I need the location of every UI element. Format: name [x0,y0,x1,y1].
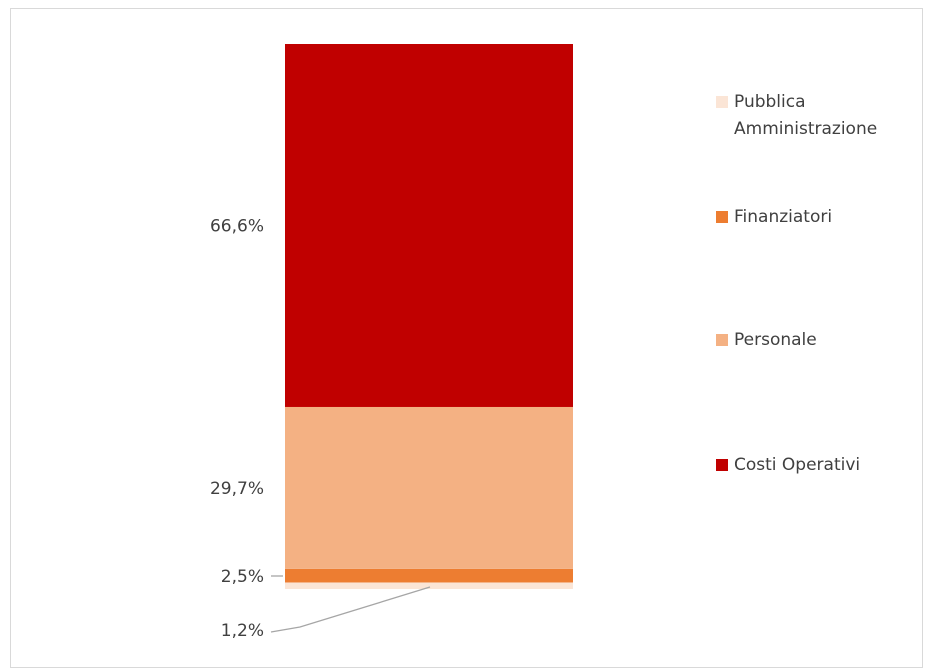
legend-label-pubblica-amministrazione: Pubblica [734,92,806,112]
legend-swatch-personale [716,334,728,346]
data-label-finanziatori: 2,5% [221,567,264,587]
bar-segment-personale [285,406,573,569]
bar-segment-pubblica-amministrazione [285,582,573,589]
data-label-personale: 29,7% [210,479,264,499]
legend-swatch-costi-operativi [716,459,728,471]
data-label-pubblica-amministrazione: 1,2% [221,621,264,641]
legend-label-costi-operativi: Costi Operativi [734,455,860,475]
legend-label-pubblica-amministrazione-line2: Amministrazione [734,119,877,139]
legend-label-finanziatori: Finanziatori [734,207,832,227]
bar-segment-costi-operativi [285,44,573,407]
bar-segment-finanziatori [285,568,573,583]
bar-segments [285,44,573,589]
data-labels: 1,2% 2,5% 29,7% 66,6% [210,216,264,641]
legend: Pubblica Amministrazione Finanziatori Perso… [716,92,877,475]
data-label-costi-operativi: 66,6% [210,216,264,236]
legend-label-personale: Personale [734,330,817,350]
legend-swatch-pubblica-amministrazione [716,96,728,108]
legend-swatch-finanziatori [716,211,728,223]
stacked-bar-chart: 1,2% 2,5% 29,7% 66,6% Pubblica Amministrazio… [210,44,877,641]
leader-line-pubblica-amministrazione [270,586,431,633]
leader-lines [270,575,431,633]
